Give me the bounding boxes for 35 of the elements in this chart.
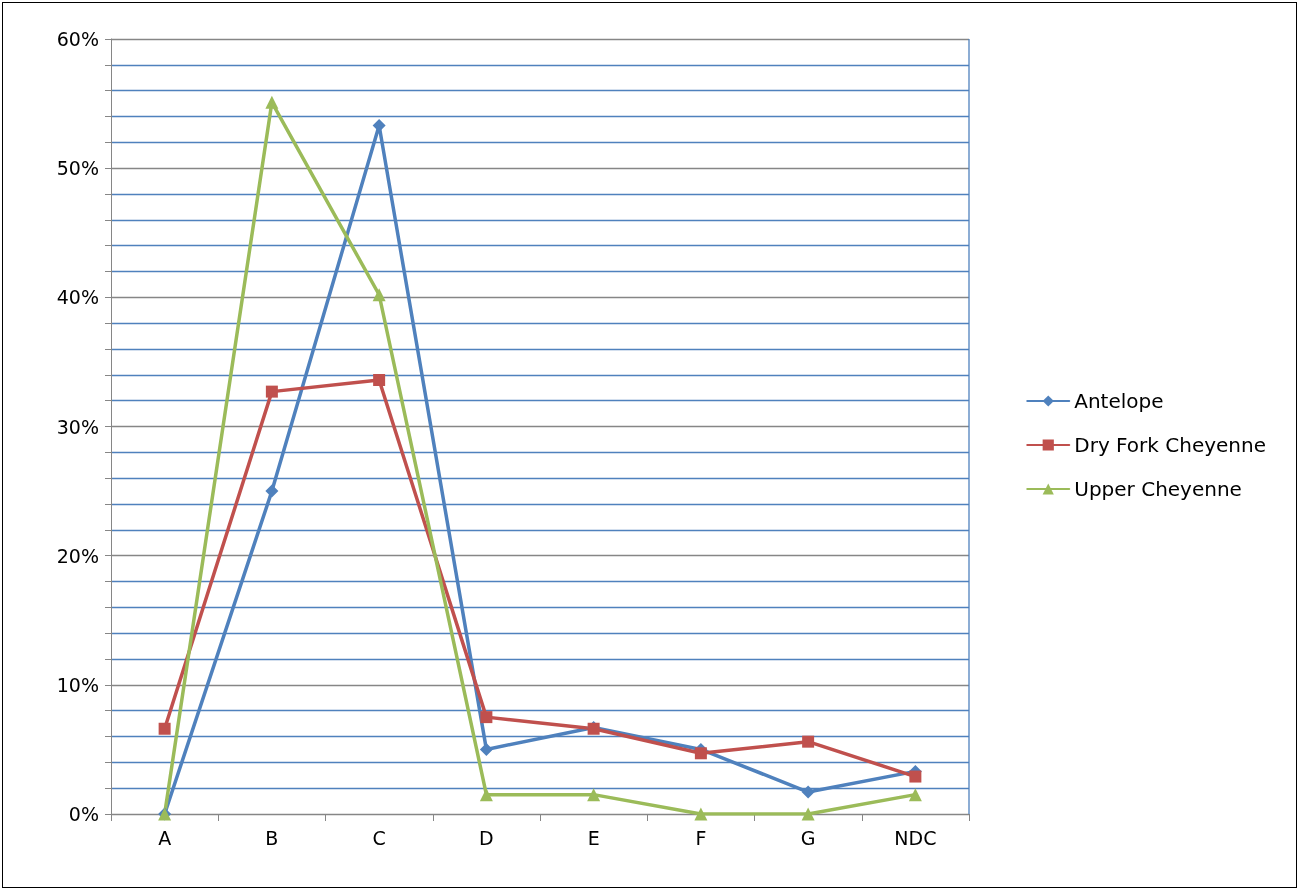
x-tick-label: NDC	[894, 826, 937, 849]
x-tick-label: F	[695, 826, 707, 849]
point	[909, 770, 922, 783]
x-tick-label: C	[372, 826, 386, 849]
x-tick-label: E	[587, 826, 600, 849]
x-tick-label: B	[265, 826, 279, 849]
point	[479, 788, 493, 802]
y-tick-label: 60%	[56, 28, 99, 50]
point	[587, 788, 601, 802]
y-tick-label: 40%	[56, 286, 99, 309]
legend-label: Antelope	[1074, 389, 1164, 413]
point	[801, 807, 815, 821]
point	[801, 785, 815, 799]
x-tick-label: A	[158, 826, 172, 849]
y-tick-label: 30%	[56, 415, 99, 438]
y-tick-label: 50%	[56, 157, 99, 180]
y-tick-label: 10%	[56, 673, 99, 696]
point	[372, 288, 386, 302]
point	[265, 95, 279, 109]
x-tick-label: D	[479, 826, 494, 849]
point	[480, 711, 493, 724]
point	[694, 807, 708, 821]
point	[694, 747, 707, 760]
point	[265, 484, 279, 498]
legend-label: Dry Fork Cheyenne	[1074, 433, 1266, 457]
point	[908, 788, 922, 802]
y-tick-label: 20%	[56, 544, 99, 567]
point	[479, 742, 493, 756]
point	[802, 735, 815, 748]
x-tick-label: G	[800, 826, 816, 849]
legend-label: Upper Cheyenne	[1074, 477, 1242, 501]
point	[265, 385, 278, 398]
y-tick-label: 0%	[68, 803, 99, 825]
point	[158, 722, 171, 735]
point	[373, 374, 386, 386]
